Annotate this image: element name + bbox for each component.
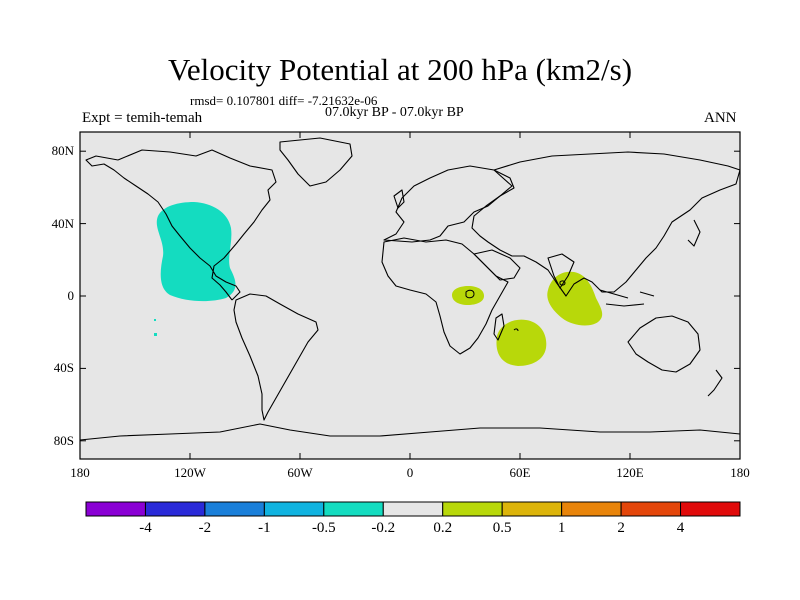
anomaly-eastern-pacific xyxy=(156,202,236,302)
colorbar-swatch xyxy=(323,501,384,517)
colorbar-swatch xyxy=(680,501,741,517)
colorbar-label: -0.5 xyxy=(311,520,336,536)
lat-label: 40N xyxy=(51,215,74,231)
coastline-antarctica xyxy=(79,423,741,441)
coastline-greenland xyxy=(279,137,353,187)
lat-label: 80S xyxy=(53,432,74,448)
colorbar-label: 0.2 xyxy=(433,520,453,536)
coastline-madagascar xyxy=(493,313,505,341)
colorbar-swatch xyxy=(501,501,563,517)
coastline-africa xyxy=(381,237,509,355)
colorbar-label: 1 xyxy=(557,520,566,536)
anomaly-central-africa xyxy=(452,286,484,305)
coastline-uk xyxy=(393,189,405,209)
lon-label: 0 xyxy=(406,465,414,480)
coastlines xyxy=(79,137,741,441)
colorbar-label: -2 xyxy=(198,520,212,536)
experiment-label: Expt = temih-temah xyxy=(82,110,203,126)
colorbar xyxy=(85,501,741,517)
coastline-asia xyxy=(471,151,741,297)
colorbar-label: 0.5 xyxy=(492,520,512,536)
anomaly-pacific-dot-1 xyxy=(154,333,157,336)
contour-ring-south xyxy=(513,328,519,332)
colorbar-swatch xyxy=(561,501,622,517)
coastline-new-zealand xyxy=(707,369,723,397)
colorbar-label: -1 xyxy=(258,520,271,536)
coastline-indonesia xyxy=(599,289,655,307)
coastline-india xyxy=(547,253,575,289)
lon-label: 180 xyxy=(70,465,90,480)
coastline-north-america xyxy=(85,149,277,301)
colorbar-label: -4 xyxy=(139,520,152,536)
coastline-south-america xyxy=(233,293,319,421)
contour-rings xyxy=(465,280,566,332)
rmsd-stats: rmsd= 0.107801 diff= -7.21632e-06 xyxy=(190,93,378,108)
colorbar-label: 2 xyxy=(617,520,625,536)
anomaly-southern-africa xyxy=(496,319,547,366)
lat-label: 0 xyxy=(67,288,75,303)
colorbar-swatch xyxy=(144,501,206,517)
colorbar-label: 4 xyxy=(676,520,685,536)
colorbar-label: -0.2 xyxy=(371,520,396,536)
lon-label: 120W xyxy=(174,465,206,480)
coastline-arabia xyxy=(473,249,521,281)
lon-label: 60W xyxy=(287,465,313,480)
contour-ring-africa xyxy=(465,289,475,299)
axis-ticks xyxy=(79,132,741,459)
season-label: ANN xyxy=(704,110,737,126)
colorbar-swatch xyxy=(382,501,444,517)
colorbar-swatch xyxy=(85,501,146,517)
coastline-australia xyxy=(627,315,701,373)
lat-label: 40S xyxy=(53,360,74,376)
colorbar-swatch xyxy=(263,501,325,517)
lon-label: 180 xyxy=(730,465,750,480)
contour-ring-indian xyxy=(559,280,566,286)
lat-label: 80N xyxy=(51,143,74,159)
colorbar-swatch xyxy=(442,501,503,517)
anomaly-pacific-dot-2 xyxy=(154,319,156,321)
lon-label: 60E xyxy=(509,465,531,480)
coastline-japan xyxy=(687,219,701,247)
period-label: 07.0kyr BP - 07.0kyr BP xyxy=(325,105,464,120)
colorbar-swatch xyxy=(620,501,682,517)
lon-label: 120E xyxy=(616,465,644,480)
map-title: Velocity Potential at 200 hPa (km2/s) xyxy=(167,52,633,87)
colorbar-swatch xyxy=(204,501,265,517)
